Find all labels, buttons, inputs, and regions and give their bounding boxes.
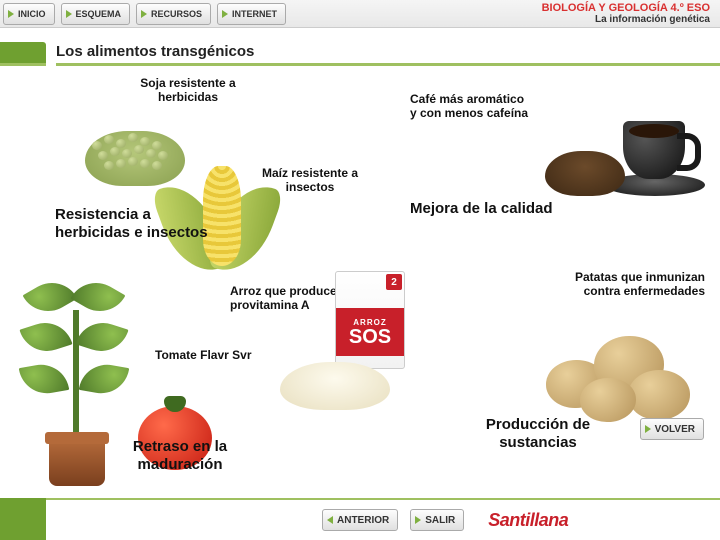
play-icon xyxy=(222,10,228,18)
heading-retraso: Retraso en la maduración xyxy=(115,438,245,474)
top-nav: INICIO ESQUEMA RECURSOS INTERNET BIOLOGÍ… xyxy=(0,0,720,28)
nav-label: INICIO xyxy=(18,9,46,19)
title-accent xyxy=(0,42,46,66)
label-patatas: Patatas que inmunizan contra enfermedade… xyxy=(545,270,705,299)
nav-label: INTERNET xyxy=(232,9,277,19)
btn-label: ANTERIOR xyxy=(337,515,389,526)
footer-accent xyxy=(0,498,46,540)
btn-label: VOLVER xyxy=(655,424,695,435)
rice-pile-image xyxy=(280,362,390,410)
play-icon xyxy=(141,10,147,18)
play-icon xyxy=(645,425,651,433)
nav-recursos[interactable]: RECURSOS xyxy=(136,3,211,25)
label-tomate: Tomate Flavr Svr xyxy=(155,348,252,362)
heading-mejora: Mejora de la calidad xyxy=(410,200,560,218)
nav-label: ESQUEMA xyxy=(76,9,122,19)
anterior-button[interactable]: ANTERIOR xyxy=(322,509,398,531)
slide-content: Soja resistente a herbicidas Café más ar… xyxy=(0,66,720,496)
rice-brand: SOS xyxy=(349,327,391,347)
section-title-bar: Los alimentos transgénicos xyxy=(0,36,720,66)
arrow-left-icon xyxy=(327,516,333,524)
footer-bar: ANTERIOR SALIR Santillana xyxy=(0,498,720,540)
label-soja: Soja resistente a herbicidas xyxy=(128,76,248,105)
btn-label: SALIR xyxy=(425,515,455,526)
nav-internet[interactable]: INTERNET xyxy=(217,3,286,25)
publisher-logo: Santillana xyxy=(488,510,568,531)
potatoes-image xyxy=(540,326,700,426)
rice-box-image: 2 ARROZSOS xyxy=(335,271,405,369)
play-icon xyxy=(66,10,72,18)
section-title: Los alimentos transgénicos xyxy=(56,43,720,66)
header-text: BIOLOGÍA Y GEOLOGÍA 4.º ESO La informaci… xyxy=(542,2,720,25)
tomate-prefix: Tomate xyxy=(155,348,200,362)
rice-corner: 2 xyxy=(386,274,402,290)
nav-label: RECURSOS xyxy=(151,9,202,19)
tomate-variety: Flavr Svr xyxy=(200,348,251,362)
volver-button[interactable]: VOLVER xyxy=(640,418,704,440)
salir-button[interactable]: SALIR xyxy=(410,509,464,531)
label-cafe: Café más aromático y con menos cafeína xyxy=(410,92,530,121)
coffee-image xyxy=(545,96,695,206)
course-title: BIOLOGÍA Y GEOLOGÍA 4.º ESO xyxy=(542,2,710,14)
nav-inicio[interactable]: INICIO xyxy=(3,3,55,25)
play-icon xyxy=(415,516,421,524)
heading-produccion: Producción de sustancias xyxy=(458,416,618,452)
course-subtitle: La información genética xyxy=(542,14,710,25)
play-icon xyxy=(8,10,14,18)
heading-resistencia: Resistencia a herbicidas e insectos xyxy=(55,206,225,242)
nav-esquema[interactable]: ESQUEMA xyxy=(61,3,131,25)
